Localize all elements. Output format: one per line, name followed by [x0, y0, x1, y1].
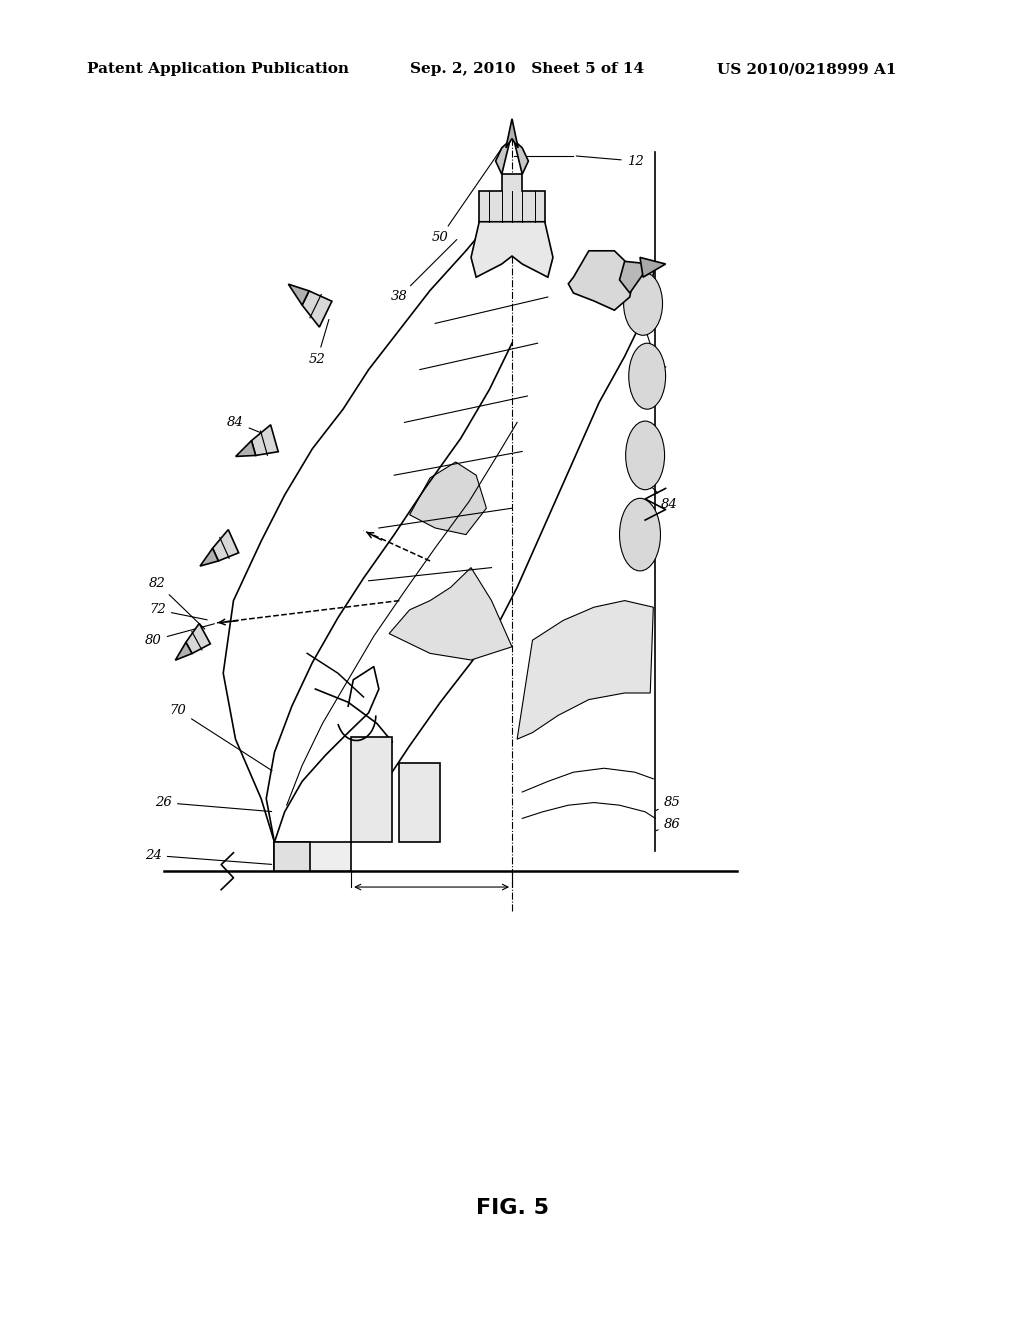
- Text: 12: 12: [577, 154, 643, 168]
- Text: 84: 84: [642, 477, 677, 511]
- Text: 82: 82: [150, 577, 205, 630]
- Polygon shape: [302, 290, 332, 327]
- Text: 50: 50: [432, 148, 502, 244]
- Bar: [351, 737, 392, 842]
- Bar: [274, 842, 310, 871]
- Text: US 2010/0218999 A1: US 2010/0218999 A1: [717, 62, 896, 77]
- Ellipse shape: [624, 272, 663, 335]
- Polygon shape: [389, 568, 512, 660]
- Text: 86: 86: [656, 818, 680, 832]
- Text: 24: 24: [145, 849, 271, 865]
- Polygon shape: [517, 601, 653, 739]
- Text: 36: 36: [626, 269, 668, 379]
- Text: Patent Application Publication: Patent Application Publication: [87, 62, 349, 77]
- Ellipse shape: [620, 499, 660, 572]
- Text: 80: 80: [145, 624, 214, 647]
- Polygon shape: [640, 257, 666, 277]
- Polygon shape: [568, 251, 635, 310]
- Text: 85: 85: [655, 796, 680, 810]
- Text: 70: 70: [170, 704, 272, 771]
- Ellipse shape: [626, 421, 665, 490]
- Polygon shape: [236, 441, 256, 457]
- Text: 38: 38: [391, 239, 457, 304]
- Polygon shape: [620, 261, 650, 293]
- Text: FIG. 5: FIG. 5: [475, 1197, 549, 1218]
- Polygon shape: [252, 425, 279, 455]
- Bar: [399, 763, 440, 842]
- Polygon shape: [213, 529, 239, 561]
- Text: 84: 84: [227, 416, 271, 437]
- Polygon shape: [471, 222, 553, 277]
- Ellipse shape: [629, 343, 666, 409]
- Text: 26: 26: [156, 796, 271, 812]
- Polygon shape: [479, 174, 545, 222]
- Polygon shape: [410, 462, 486, 535]
- Polygon shape: [175, 643, 191, 660]
- Polygon shape: [506, 119, 518, 148]
- Text: 52: 52: [309, 319, 329, 366]
- Polygon shape: [186, 623, 210, 653]
- Polygon shape: [289, 284, 309, 305]
- Text: Sep. 2, 2010   Sheet 5 of 14: Sep. 2, 2010 Sheet 5 of 14: [410, 62, 644, 77]
- Polygon shape: [496, 132, 528, 174]
- Text: 72: 72: [150, 603, 207, 620]
- Polygon shape: [200, 548, 218, 566]
- Bar: [274, 842, 351, 871]
